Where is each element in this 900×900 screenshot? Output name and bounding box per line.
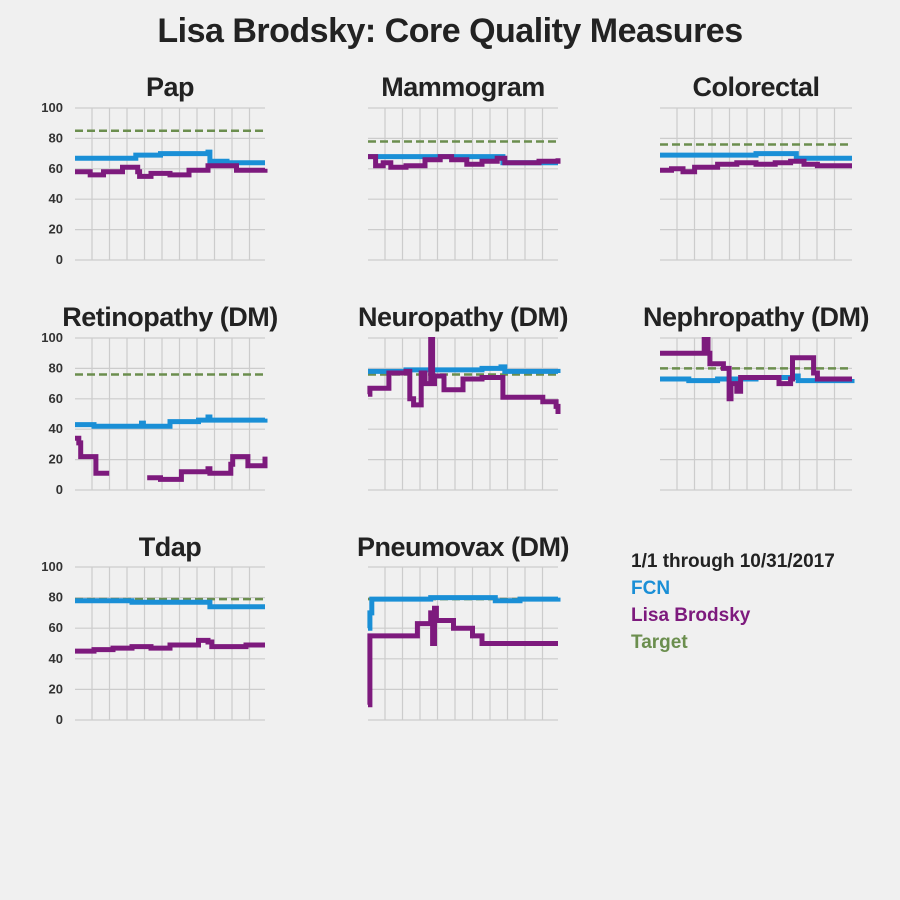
legend-item-provider: Lisa Brodsky	[631, 605, 751, 626]
series-line-provider	[75, 435, 268, 482]
series-line-provider	[367, 337, 561, 414]
legend-item-fcn: FCN	[631, 578, 671, 599]
y-tick-label: 20	[49, 452, 63, 467]
series-line-fcn	[75, 414, 268, 429]
y-tick-label: 40	[49, 651, 63, 666]
y-tick-label: 20	[49, 222, 63, 237]
y-tick-label: 0	[56, 482, 63, 497]
y-tick-label: 100	[41, 100, 63, 115]
y-tick-label: 60	[49, 620, 63, 635]
legend-item-target: Target	[631, 632, 688, 653]
chart-title: Lisa Brodsky: Core Quality Measures	[157, 12, 743, 50]
panel-title: Colorectal	[692, 72, 820, 102]
y-tick-label: 100	[41, 559, 63, 574]
y-tick-label: 80	[49, 130, 63, 145]
series-line-fcn	[75, 598, 265, 610]
panel-title: Retinopathy (DM)	[62, 302, 278, 332]
series-line-provider	[660, 158, 852, 175]
series-line-fcn	[367, 595, 561, 631]
series-line-provider	[660, 337, 852, 402]
y-tick-label: 60	[49, 161, 63, 176]
panel-title: Mammogram	[381, 72, 545, 102]
legend: 1/1 through 10/31/2017 FCN Lisa Brodsky …	[631, 548, 835, 656]
y-tick-label: 0	[56, 712, 63, 727]
series-line-provider	[367, 605, 558, 708]
y-tick-label: 60	[49, 391, 63, 406]
panel-title: Tdap	[138, 532, 202, 562]
panel-title: Nephropathy (DM)	[643, 302, 869, 332]
y-tick-label: 20	[49, 681, 63, 696]
series-line-provider	[368, 154, 561, 170]
y-tick-label: 0	[56, 252, 63, 267]
y-tick-label: 40	[49, 421, 63, 436]
y-tick-label: 40	[49, 191, 63, 206]
series-line-provider	[75, 637, 265, 654]
legend-period: 1/1 through 10/31/2017	[631, 551, 835, 572]
y-tick-label: 80	[49, 590, 63, 605]
panel-title: Pneumovax (DM)	[356, 532, 570, 562]
y-tick-label: 80	[49, 360, 63, 375]
series-line-fcn	[75, 149, 265, 166]
series-line-provider	[75, 163, 268, 179]
panel-title: Pap	[145, 72, 195, 102]
panel-title: Neuropathy (DM)	[358, 302, 569, 332]
series-line-fcn	[660, 151, 852, 161]
y-tick-label: 100	[41, 330, 63, 345]
